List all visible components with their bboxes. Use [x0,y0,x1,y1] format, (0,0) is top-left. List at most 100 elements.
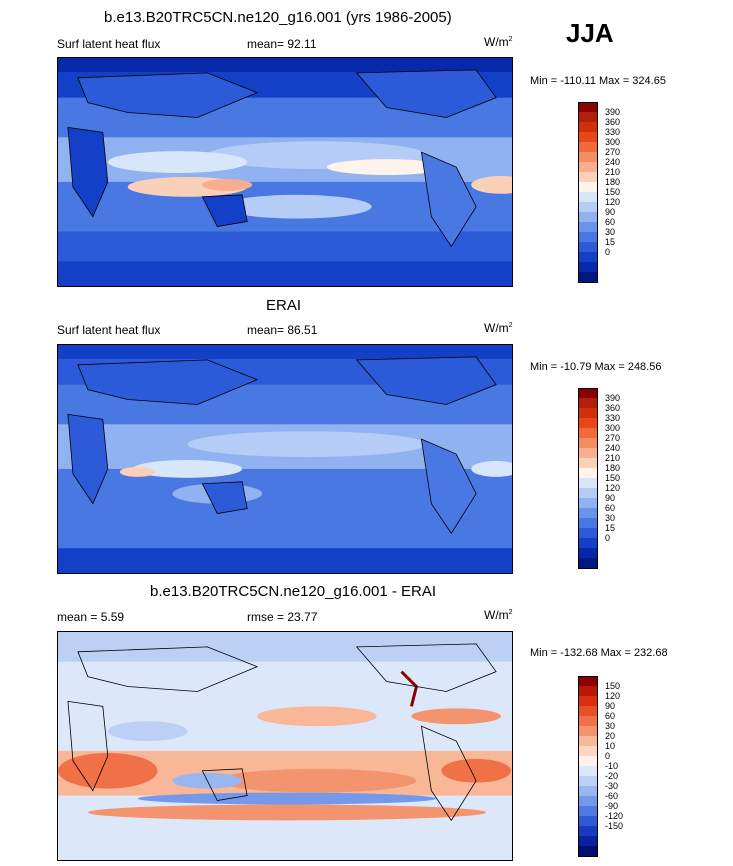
legend-tick-label: 30 [605,227,616,237]
legend-tick-label: 210 [605,167,621,177]
legend-tick-label: 90 [605,207,616,217]
legend-tick-label: 15 [605,523,616,533]
legend-tick-label: 0 [605,533,611,543]
legend-tick-label: -60 [605,791,619,801]
panel-3-units-label: W/m2 [484,608,513,622]
legend-tick-label: 90 [605,701,616,711]
legend-swatch [578,538,598,549]
legend-swatch [578,408,598,419]
legend-swatch [578,766,598,777]
legend-tick-label: 330 [605,127,621,137]
panel-3-mean-label: mean = 5.59 [57,610,125,624]
legend-swatch [578,262,598,273]
legend-swatch [578,448,598,459]
legend-swatch [578,428,598,439]
legend-tick-label: -150 [605,821,624,831]
legend-swatch [578,528,598,539]
panel-2-map [57,344,513,574]
panel-3-legend: 150 120 90 60 30 20 10 0 -10 -20 -30 -60 -90 -120 -150 [578,676,638,857]
legend-swatch [578,458,598,469]
panel-2-mean-label: mean= 86.51 [247,323,318,337]
panel-2-variable-label: Surf latent heat flux [57,323,161,337]
legend-tick-label: 120 [605,483,621,493]
legend-swatch [578,418,598,429]
legend-swatch [578,488,598,499]
legend-swatch [578,746,598,757]
legend-tick-label: -90 [605,801,619,811]
legend-swatch [578,836,598,847]
legend-swatch [578,252,598,263]
legend-tick-label: 360 [605,403,621,413]
legend-swatch [578,796,598,807]
legend-tick-label: 210 [605,453,621,463]
panel-1-map [57,57,513,287]
legend-swatch [578,548,598,559]
legend-swatch [578,686,598,697]
legend-tick-label: 30 [605,513,616,523]
panel-3-title: b.e13.B20TRC5CN.ne120_g16.001 - ERAI [150,583,437,600]
legend-swatch [578,222,598,233]
legend-tick-label: -30 [605,781,619,791]
legend-tick-label: 330 [605,413,621,423]
legend-swatch [578,696,598,707]
legend-tick-label: 150 [605,187,621,197]
legend-swatch [578,786,598,797]
panel-1-title: b.e13.B20TRC5CN.ne120_g16.001 (yrs 1986-… [104,9,452,26]
legend-tick-label: 270 [605,147,621,157]
legend-swatch [578,716,598,727]
panel-1-variable-label: Surf latent heat flux [57,37,161,51]
legend-swatch [578,816,598,827]
legend-swatch [578,508,598,519]
legend-swatch [578,172,598,183]
legend-swatch [578,122,598,133]
legend-tick-label: 20 [605,731,616,741]
legend-swatch [578,676,598,687]
panel-2-min-max: Min = -10.79 Max = 248.56 [530,361,662,373]
legend-tick-label: 390 [605,107,621,117]
legend-tick-label: 60 [605,217,616,227]
legend-swatch [578,438,598,449]
legend-tick-label: 300 [605,137,621,147]
panel-1-mean-label: mean= 92.11 [247,37,317,51]
panel-3-min-max: Min = -132.68 Max = 232.68 [530,647,668,659]
legend-swatch [578,202,598,213]
legend-tick-label: 0 [605,751,611,761]
legend-tick-label: 270 [605,433,621,443]
legend-swatch [578,398,598,409]
legend-swatch [578,498,598,509]
legend-tick-label: 150 [605,681,621,691]
panel-3-rmse-label: rmse = 23.77 [247,610,318,624]
panel-2-title: ERAI [266,297,302,314]
legend-swatch [578,182,598,193]
legend-tick-label: 90 [605,493,616,503]
legend-swatch [578,212,598,223]
panel-2-units-label: W/m2 [484,321,513,335]
legend-tick-label: -10 [605,761,619,771]
panel-1-min-max: Min = -110.11 Max = 324.65 [530,75,666,87]
legend-swatch [578,846,598,857]
legend-tick-label: 30 [605,721,616,731]
legend-swatch [578,102,598,113]
panel-1-units-label: W/m2 [484,35,513,49]
panel-2-legend: 390 360 330 300 270 240 210 180 150 120 90 60 30 15 0 [578,388,638,569]
legend-swatch [578,192,598,203]
legend-swatch [578,756,598,767]
legend-tick-label: 60 [605,503,616,513]
legend-tick-label: 10 [605,741,616,751]
legend-tick-label: 0 [605,247,611,257]
panel-1-legend: 390 360 330 300 270 240 210 180 150 120 90 60 30 15 0 [578,102,638,283]
legend-tick-label: -20 [605,771,619,781]
legend-tick-label: 15 [605,237,616,247]
legend-tick-label: 180 [605,463,621,473]
legend-swatch [578,132,598,143]
legend-swatch [578,232,598,243]
legend-swatch [578,162,598,173]
legend-tick-label: 120 [605,197,621,207]
legend-tick-label: 240 [605,157,621,167]
legend-swatch [578,726,598,737]
legend-tick-label: 390 [605,393,621,403]
legend-swatch [578,242,598,253]
legend-tick-label: 180 [605,177,621,187]
legend-tick-label: 300 [605,423,621,433]
legend-swatch [578,826,598,837]
